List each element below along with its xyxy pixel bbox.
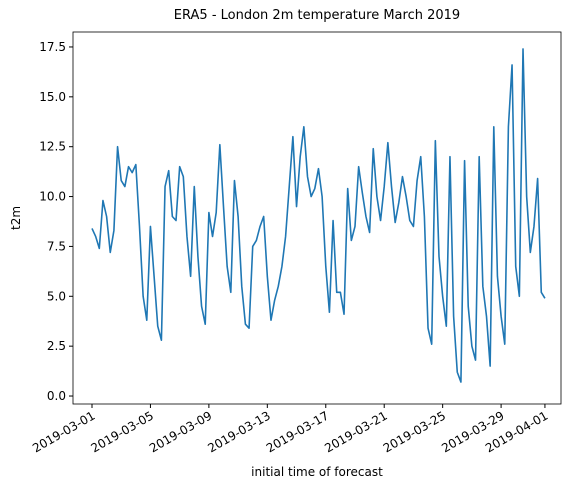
y-tick-label: 15.0 xyxy=(39,90,66,104)
x-tick-label: 2019-03-17 xyxy=(264,408,331,455)
x-tick-label: 2019-03-09 xyxy=(147,408,214,455)
y-tick-label: 10.0 xyxy=(39,190,66,204)
plot-frame xyxy=(72,31,562,405)
y-tick-label: 2.5 xyxy=(47,339,66,353)
chart-title: ERA5 - London 2m temperature March 2019 xyxy=(174,8,460,23)
x-tick-label: 2019-03-21 xyxy=(322,408,389,455)
y-tick-label: 12.5 xyxy=(39,140,66,154)
temperature-line xyxy=(91,48,546,383)
y-axis-label: t2m xyxy=(9,206,23,230)
x-tick-label: 2019-03-13 xyxy=(205,408,272,455)
x-tick-label: 2019-03-05 xyxy=(89,408,156,455)
x-tick-label: 2019-03-01 xyxy=(30,408,97,455)
y-tick-label: 0.0 xyxy=(47,389,66,403)
y-tick-label: 5.0 xyxy=(47,289,66,303)
x-tick-label: 2019-03-25 xyxy=(381,408,448,455)
y-tick-label: 17.5 xyxy=(39,40,66,54)
y-tick-label: 7.5 xyxy=(47,239,66,253)
x-axis-label: initial time of forecast xyxy=(251,465,383,479)
